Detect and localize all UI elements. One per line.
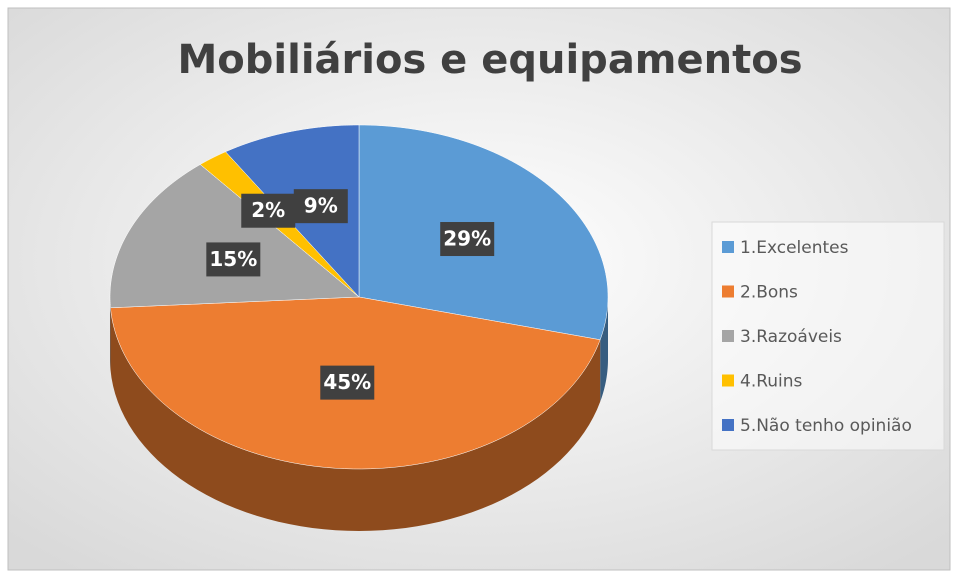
data-label: 29% xyxy=(443,227,491,251)
data-label-box xyxy=(293,189,348,224)
legend-label: 5.Não tenho opinião xyxy=(740,416,912,436)
legend-swatch xyxy=(722,241,734,253)
data-label-box xyxy=(440,222,495,257)
legend-label: 1.Excelentes xyxy=(740,238,849,258)
slice-side xyxy=(110,307,601,531)
data-label: 15% xyxy=(209,247,257,271)
legend-swatch xyxy=(722,330,734,342)
chart-title: Mobiliários e equipamentos xyxy=(177,37,802,83)
data-label: 45% xyxy=(323,370,371,394)
slice-side xyxy=(600,297,608,402)
data-label-box xyxy=(320,365,375,400)
data-label-box xyxy=(241,193,296,228)
legend-swatch xyxy=(722,285,734,298)
legend-label: 3.Razoáveis xyxy=(740,327,842,347)
slice xyxy=(109,164,360,309)
data-label-box xyxy=(206,242,261,277)
legend-swatch xyxy=(722,374,734,387)
legend-box xyxy=(711,221,945,451)
legend-swatch xyxy=(722,419,734,431)
data-label: 9% xyxy=(304,194,338,218)
legend-label: 4.Ruins xyxy=(740,372,803,392)
legend-label: 2.Bons xyxy=(740,283,798,303)
data-label: 2% xyxy=(251,198,285,222)
